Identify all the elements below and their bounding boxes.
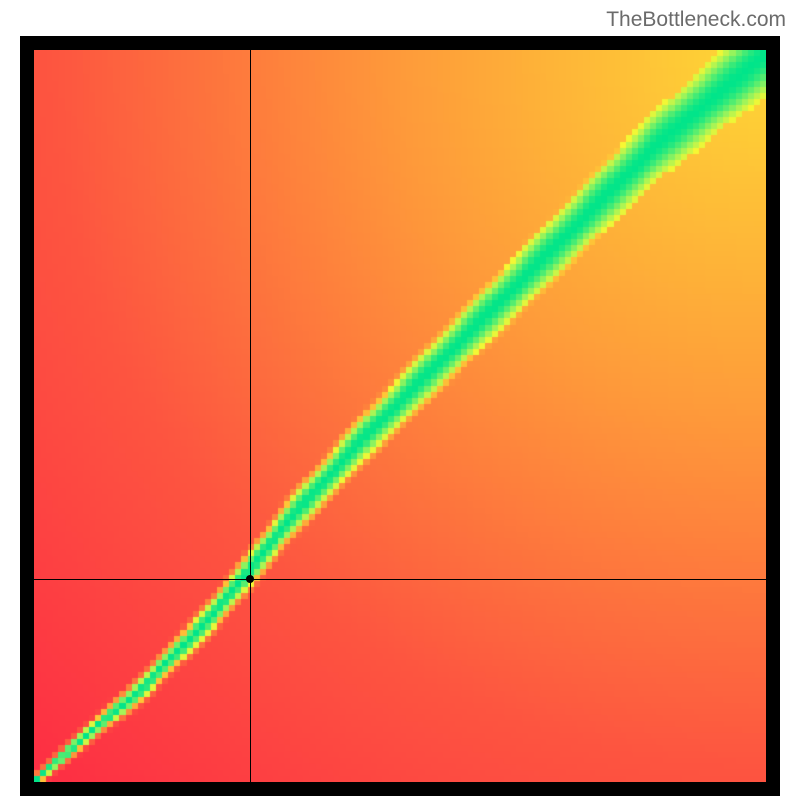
- crosshair-horizontal: [34, 579, 766, 580]
- heatmap-canvas: [34, 50, 766, 782]
- chart-frame: [20, 36, 780, 796]
- crosshair-vertical: [250, 50, 251, 782]
- heatmap-plot: [34, 50, 766, 782]
- crosshair-marker: [246, 575, 254, 583]
- watermark-text: TheBottleneck.com: [606, 8, 786, 32]
- root: TheBottleneck.com: [0, 0, 800, 800]
